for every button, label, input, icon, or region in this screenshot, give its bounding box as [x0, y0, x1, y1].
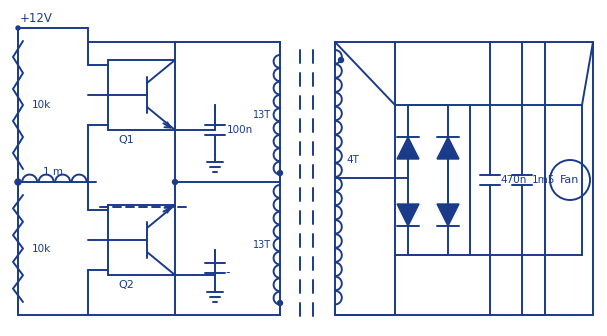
Text: 10k: 10k — [32, 100, 51, 110]
Polygon shape — [397, 204, 419, 226]
Text: Q2: Q2 — [118, 280, 134, 290]
Text: 100n: 100n — [227, 125, 253, 135]
Text: 1 m: 1 m — [43, 167, 63, 177]
Text: -: - — [225, 266, 229, 279]
Circle shape — [339, 57, 344, 62]
Circle shape — [16, 26, 20, 30]
Circle shape — [550, 160, 590, 200]
Text: 470n: 470n — [500, 175, 526, 185]
Circle shape — [277, 170, 282, 175]
Polygon shape — [437, 204, 459, 226]
Text: 10k: 10k — [32, 244, 51, 253]
Text: 13T: 13T — [253, 110, 271, 120]
Text: 4T: 4T — [347, 155, 359, 165]
Text: Fan: Fan — [560, 175, 580, 185]
Text: 13T: 13T — [253, 240, 271, 250]
Text: 1m5: 1m5 — [532, 175, 555, 185]
Text: +12V: +12V — [20, 11, 53, 25]
Circle shape — [15, 179, 21, 185]
Circle shape — [172, 179, 177, 184]
Circle shape — [277, 300, 282, 305]
Polygon shape — [397, 137, 419, 159]
Polygon shape — [437, 137, 459, 159]
Text: Q1: Q1 — [118, 135, 134, 145]
